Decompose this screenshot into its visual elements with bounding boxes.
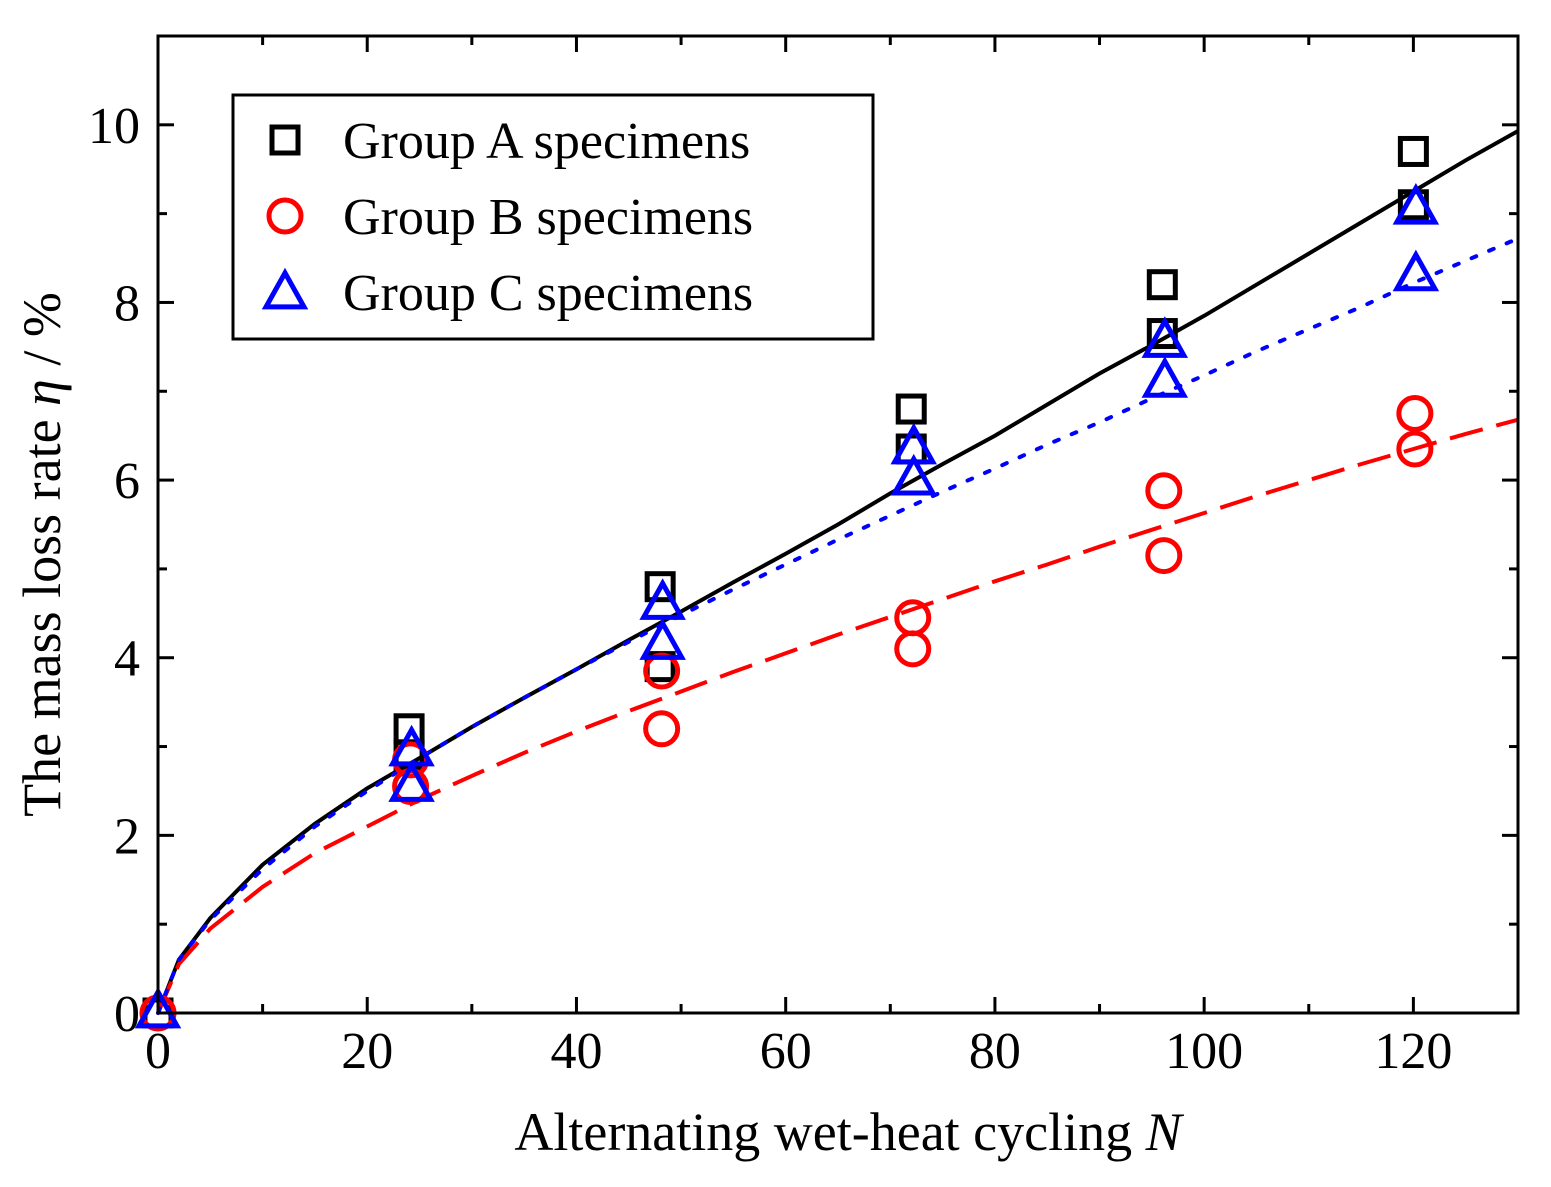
marker-square xyxy=(644,571,676,603)
marker-triangle xyxy=(134,986,182,1029)
marker-circle xyxy=(1145,537,1183,575)
x-tick-label: 40 xyxy=(550,1023,602,1080)
legend-box xyxy=(231,93,875,341)
plot-frame xyxy=(156,34,1520,1015)
marker-triangle xyxy=(639,578,686,620)
y-tick-label: 4 xyxy=(114,631,140,688)
y-tick-label: 8 xyxy=(114,275,140,332)
marker-square xyxy=(1397,135,1429,167)
legend-marker-triangle xyxy=(261,267,309,310)
legend-item: Group B specimens xyxy=(266,189,753,246)
tick-labels: 0 20 40 60 80 100 120 0 2 4 6 8 10 xyxy=(88,98,1452,1080)
legend: Group A specimens Group B specimens Group … xyxy=(231,93,875,341)
marker-triangle xyxy=(1141,356,1189,398)
x-tick-label: 20 xyxy=(341,1023,393,1080)
fit-curve-a xyxy=(156,129,1519,1014)
legend-marker-circle xyxy=(266,197,304,235)
marker-circle xyxy=(894,630,932,668)
x-tick-label: 0 xyxy=(145,1023,171,1080)
x-axis-title: Alternating wet-heat cycling N xyxy=(514,1102,1184,1162)
marker-triangle xyxy=(1392,182,1440,225)
marker-circle xyxy=(1145,472,1183,510)
axis-ticks xyxy=(156,36,1518,1015)
legend-item: Group C specimens xyxy=(261,265,753,322)
y-tick-label: 6 xyxy=(114,453,140,510)
legend-label: Group A specimens xyxy=(343,113,750,170)
marker-triangle xyxy=(890,422,937,465)
marker-triangle xyxy=(388,760,435,802)
marker-square xyxy=(895,393,927,425)
x-tick-label: 100 xyxy=(1165,1023,1243,1080)
marker-triangle xyxy=(890,453,937,496)
y-tick-label: 0 xyxy=(114,986,140,1043)
y-tick-label: 10 xyxy=(88,98,140,155)
legend-item: Group A specimens xyxy=(269,113,750,170)
marker-circle xyxy=(894,599,932,637)
legend-marker-square xyxy=(269,124,301,156)
marker-circle xyxy=(643,710,681,748)
x-tick-label: 60 xyxy=(760,1023,812,1080)
marker-square xyxy=(1146,269,1178,301)
x-tick-label: 80 xyxy=(969,1023,1021,1080)
fit-curve-b xyxy=(156,417,1519,1014)
marker-square xyxy=(1146,318,1178,350)
marker-triangle xyxy=(639,618,686,660)
x-tick-label: 120 xyxy=(1374,1023,1452,1080)
marker-triangle xyxy=(388,724,435,767)
marker-circle xyxy=(1396,430,1434,468)
data-markers xyxy=(134,135,1440,1032)
marker-triangle xyxy=(1392,249,1440,292)
legend-label: Group B specimens xyxy=(343,189,753,246)
y-axis-title: The mass loss rate η / % xyxy=(12,292,72,817)
fit-curves xyxy=(156,129,1520,1015)
legend-label: Group C specimens xyxy=(343,265,753,322)
fit-curve-c xyxy=(156,236,1520,1015)
marker-circle xyxy=(1396,394,1434,432)
marker-triangle xyxy=(1141,316,1189,358)
y-tick-label: 2 xyxy=(114,808,140,865)
